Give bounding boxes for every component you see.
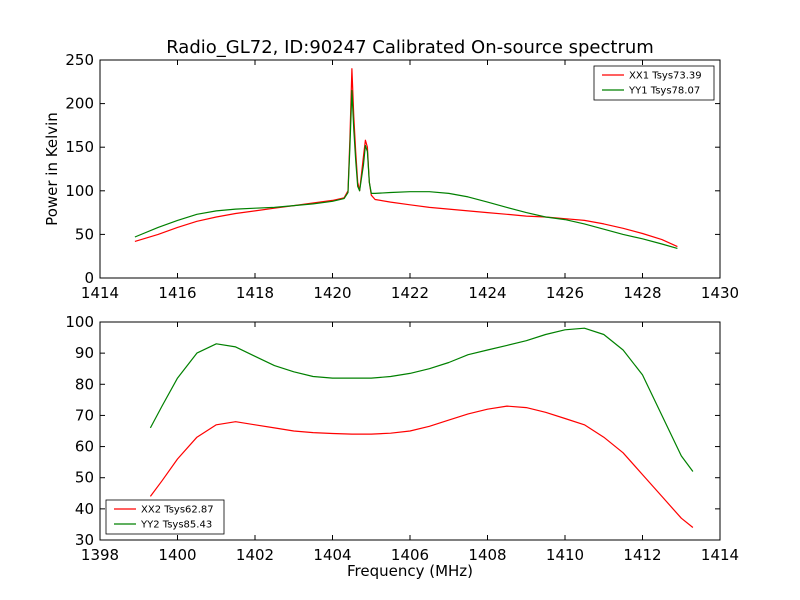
y-tick-label: 150: [65, 138, 94, 156]
y-tick-label: 30: [75, 531, 94, 549]
x-tick-label: 1400: [158, 546, 196, 564]
series-line-xx2: [149, 405, 694, 528]
series-line-yy1: [134, 89, 678, 249]
x-tick-label: 1412: [623, 546, 661, 564]
x-tick-label: 1428: [623, 284, 661, 302]
y-tick-label: 70: [75, 406, 94, 424]
legend-label-yy2: YY2 Tsys85.43: [140, 520, 212, 531]
x-tick-label: 1424: [468, 284, 506, 302]
top-subplot: Radio_GL72, ID:90247 Calibrated On-sourc…: [43, 37, 739, 302]
x-tick-label: 1410: [546, 546, 584, 564]
x-tick-label: 1414: [81, 284, 119, 302]
top-plot-lines: [134, 68, 678, 249]
legend-label-xx1: XX1 Tsys73.39: [629, 71, 702, 82]
x-tick-label: 1430: [701, 284, 739, 302]
x-tick-label: 1426: [546, 284, 584, 302]
top-legend: XX1 Tsys73.39 YY1 Tsys78.07: [593, 65, 715, 101]
bottom-legend-box: [105, 499, 225, 535]
y-tick-label: 0: [84, 269, 94, 287]
legend-label-xx2: XX2 Tsys62.87: [141, 505, 214, 516]
top-legend-box: [593, 65, 715, 101]
bottom-plot-lines: [149, 327, 694, 528]
x-tick-label: 1416: [158, 284, 196, 302]
bottom-legend: XX2 Tsys62.87 YY2 Tsys85.43: [105, 499, 225, 535]
top-y-axis-label: Power in Kelvin: [43, 112, 61, 226]
bottom-x-axis-label: Frequency (MHz): [347, 562, 473, 580]
x-tick-label: 1420: [313, 284, 351, 302]
x-tick-label: 1422: [391, 284, 429, 302]
y-tick-label: 50: [75, 225, 94, 243]
y-tick-label: 200: [65, 95, 94, 113]
legend-label-yy1: YY1 Tsys78.07: [628, 86, 700, 97]
top-axis-ticks: 1414 1416 1418 1420 1422 1424 1426 1428 1430 0 50 1…: [65, 51, 739, 302]
bottom-subplot: 1398 1400 1402 1404 1406 1408 1410 1412 1414 30 40…: [65, 313, 739, 580]
y-tick-label: 250: [65, 51, 94, 69]
x-tick-label: 1404: [313, 546, 351, 564]
x-tick-label: 1408: [468, 546, 506, 564]
x-tick-label: 1406: [391, 546, 429, 564]
y-tick-label: 90: [75, 344, 94, 362]
y-tick-label: 60: [75, 438, 94, 456]
chart-title: Radio_GL72, ID:90247 Calibrated On-sourc…: [166, 37, 654, 58]
x-tick-label: 1398: [81, 546, 119, 564]
x-tick-label: 1402: [236, 546, 274, 564]
bottom-axis-ticks: 1398 1400 1402 1404 1406 1408 1410 1412 1414 30 40…: [65, 313, 739, 564]
x-tick-label: 1414: [701, 546, 739, 564]
y-tick-label: 40: [75, 500, 94, 518]
x-tick-label: 1418: [236, 284, 274, 302]
y-tick-label: 100: [65, 313, 94, 331]
y-tick-label: 80: [75, 375, 94, 393]
y-tick-label: 50: [75, 469, 94, 487]
y-tick-label: 100: [65, 182, 94, 200]
series-line-yy2: [149, 327, 694, 472]
